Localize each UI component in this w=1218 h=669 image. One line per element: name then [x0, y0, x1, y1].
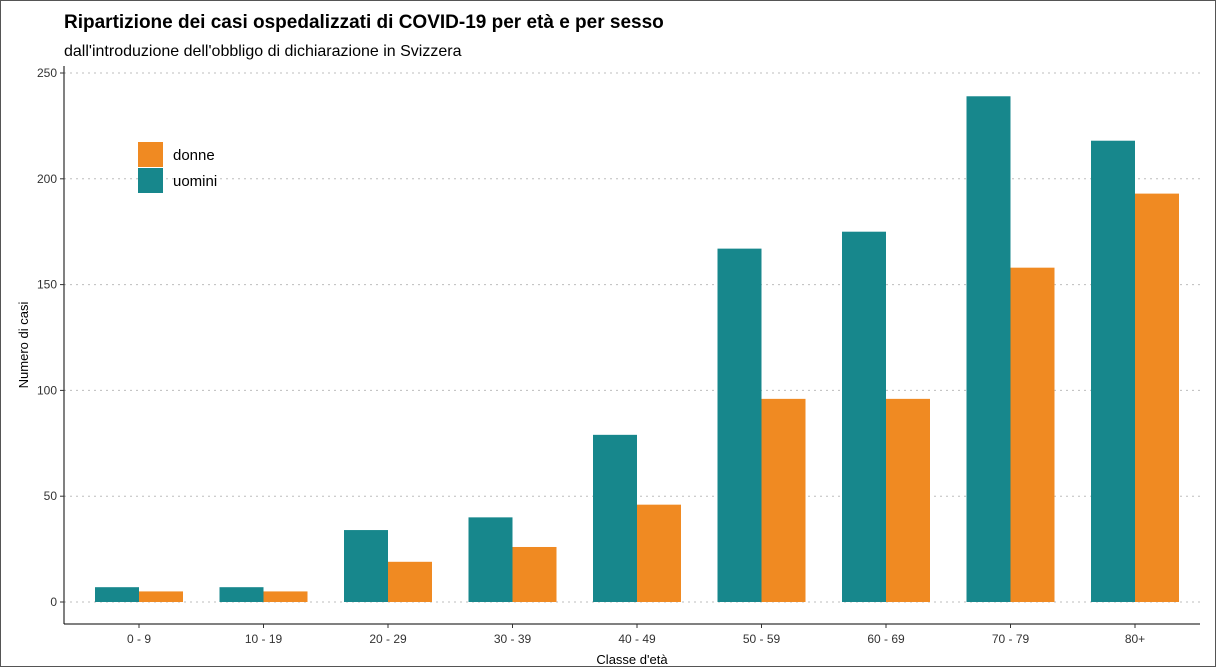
x-ticks: 0 - 9 10 - 19 20 - 29 30 - 39 40 - 49 50 - 59… [127, 624, 1145, 646]
bar-donne-6 [886, 398, 930, 602]
x-tick-label: 10 - 19 [245, 632, 283, 646]
bar-uomini-8 [1091, 140, 1135, 602]
bar-uomini-7 [966, 96, 1011, 602]
bar-donne-2 [388, 561, 432, 602]
bar-uomini-3 [468, 517, 513, 602]
legend-swatch-donne [138, 142, 163, 167]
y-axis-label: Numero di casi [16, 302, 31, 389]
bar-uomini-5 [717, 248, 762, 603]
x-tick-label: 60 - 69 [867, 632, 905, 646]
bar-donne-7 [1010, 267, 1055, 602]
y-ticks: 0 50 100 150 200 250 [37, 66, 64, 609]
x-tick-label: 50 - 59 [743, 632, 781, 646]
bar-donne-4 [637, 504, 681, 602]
bar-donne-5 [761, 398, 806, 602]
x-tick-label: 80+ [1125, 632, 1145, 646]
bar-donne-8 [1135, 193, 1179, 602]
legend-label-uomini: uomini [173, 173, 217, 190]
x-tick-label: 0 - 9 [127, 632, 151, 646]
x-tick-label: 40 - 49 [618, 632, 656, 646]
x-tick-label: 30 - 39 [494, 632, 532, 646]
bar-uomini-0 [95, 587, 139, 602]
chart-title: Ripartizione dei casi ospedalizzati di C… [64, 12, 664, 33]
bar-uomini-2 [344, 530, 388, 602]
y-tick-label: 250 [37, 66, 57, 80]
x-axis-label: Classe d'età [596, 652, 668, 667]
x-tick-label: 70 - 79 [992, 632, 1030, 646]
y-tick-label: 0 [50, 595, 57, 609]
bar-uomini-6 [842, 231, 886, 602]
legend: donne uomini [138, 142, 217, 193]
chart-subtitle: dall'introduzione dell'obbligo di dichia… [64, 43, 462, 60]
y-tick-label: 50 [44, 489, 58, 503]
x-tick-label: 20 - 29 [369, 632, 407, 646]
bar-uomini-1 [219, 587, 264, 602]
bar-donne-0 [139, 591, 183, 602]
legend-label-donne: donne [173, 147, 215, 164]
bar-donne-3 [512, 546, 557, 602]
y-tick-label: 200 [37, 172, 57, 186]
bars [95, 96, 1179, 603]
bar-uomini-4 [593, 434, 637, 602]
y-tick-label: 100 [37, 383, 57, 397]
legend-swatch-uomini [138, 168, 163, 193]
bar-donne-1 [263, 591, 308, 602]
y-tick-label: 150 [37, 278, 57, 292]
